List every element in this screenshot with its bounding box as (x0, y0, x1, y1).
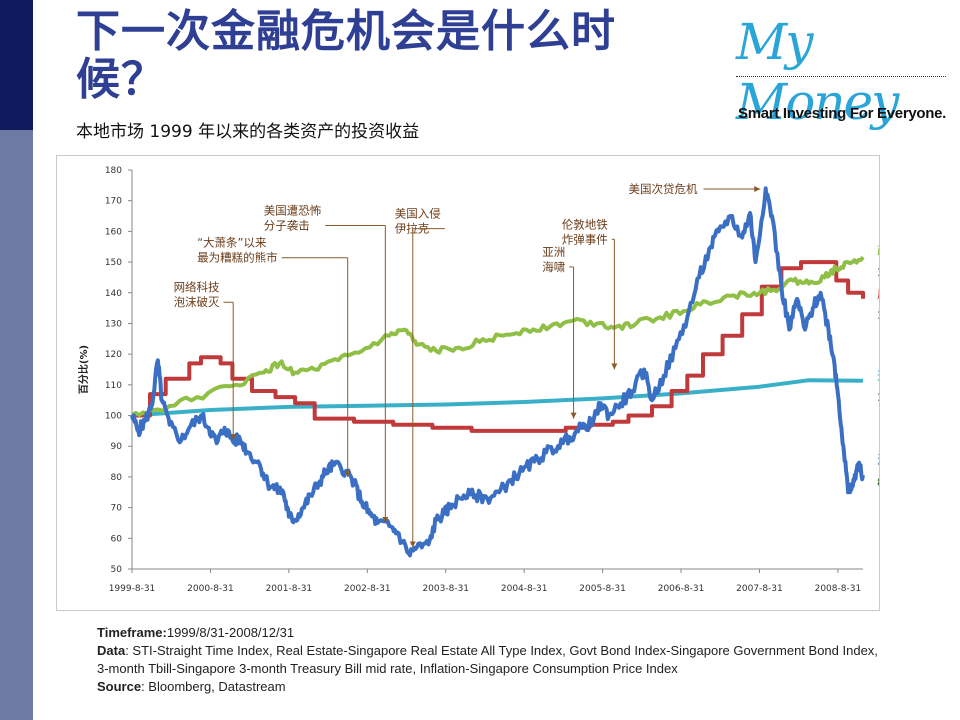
x-tick-label: 1999-8-31 (109, 584, 156, 594)
annotation-text: 泡沫破灭 (174, 295, 220, 309)
annotation-arrowhead (230, 434, 237, 441)
y-tick-label: 90 (111, 442, 123, 452)
source-value: : Bloomberg, Datastream (141, 679, 286, 694)
annotation-text: 伦敦地铁 (562, 217, 608, 231)
annotation-arrowhead (611, 363, 618, 370)
logo-tagline: Smart Investing For Everyone. (738, 105, 947, 122)
series-name-label: 通货膨胀 (877, 368, 879, 383)
timeframe-note: Timeframe:1999/8/31-2008/12/31 (97, 624, 887, 642)
y-tick-label: 130 (105, 319, 122, 329)
y-tick-label: 100 (105, 412, 122, 422)
y-tick-label: 70 (111, 504, 123, 514)
x-tick-label: 2005-8-31 (579, 584, 626, 594)
annotation-text: 网络科技 (174, 280, 220, 294)
timeframe-label: Timeframe: (97, 625, 167, 640)
source-label: Source (97, 679, 142, 694)
page-title: 下一次金融危机会是什么时候？ (76, 6, 616, 105)
x-tick-label: 2006-8-31 (658, 584, 705, 594)
annotation-text: 美国遭恐怖 (264, 204, 322, 218)
x-tick-label: 2004-8-31 (501, 584, 548, 594)
x-tick-label: 2002-8-31 (344, 584, 391, 594)
y-tick-label: 180 (105, 166, 122, 176)
series-value-label: 151.58 (877, 266, 879, 279)
series-name-label: 政府债券 (877, 243, 879, 258)
annotation-text: 海啸 (542, 260, 565, 274)
series-value-label: 138.08 (877, 309, 879, 322)
x-tick-label: 2008-8-31 (815, 584, 862, 594)
series-value-label: 111.36 (877, 391, 879, 404)
returns-line-chart: 50 60 70 80 90 100 110 120 130 140 150 160 170 180 199… (77, 166, 925, 594)
x-tick-label: 2003-8-31 (422, 584, 469, 594)
series-name-label: 房地产 (877, 286, 879, 301)
y-tick-label: 120 (105, 350, 122, 360)
data-value: : STI-Straight Time Index, Real Estate-S… (97, 643, 878, 676)
sidebar-light-block (0, 130, 33, 720)
x-tick-label: 2007-8-31 (736, 584, 783, 594)
data-label: Data (97, 643, 126, 658)
my-money-logo: My Money Smart Investing For Everyone. (728, 10, 953, 131)
annotation-text: “大萧条”以来 (197, 236, 267, 250)
x-tick-label: 2000-8-31 (187, 584, 234, 594)
sidebar-dark-block (0, 0, 33, 130)
annotation-text: 最为糟糕的熊市 (197, 251, 278, 265)
chart-panel: 50 60 70 80 90 100 110 120 130 140 150 160 170 180 199… (56, 155, 925, 611)
x-tick-label: 2001-8-31 (266, 584, 313, 594)
annotation-text: 美国入侵 (395, 207, 441, 221)
annotation-text: 炸弹事件 (562, 232, 608, 246)
series-line-海峡指数 (130, 186, 865, 558)
annotation-arrowhead (382, 516, 389, 523)
footnotes: Timeframe:1999/8/31-2008/12/31 Data: STI… (97, 624, 887, 696)
y-tick-label: 160 (105, 227, 122, 237)
annotation-arrowhead (409, 541, 416, 548)
series-name-label: 海峡指数 (877, 452, 879, 467)
page-subtitle: 本地市场 1999 年以来的各类资产的投资收益 (76, 122, 420, 142)
y-tick-label: 150 (105, 258, 122, 268)
y-tick-label: 170 (105, 197, 122, 207)
annotation-text: 亚洲 (542, 245, 565, 259)
annotation-arrowhead (570, 412, 577, 419)
data-note: Data: STI-Straight Time Index, Real Esta… (97, 642, 887, 678)
y-tick-label: 50 (111, 565, 123, 575)
annotation-text: 分子袭击 (264, 219, 310, 233)
y-tick-label: 60 (111, 534, 123, 544)
source-note: Source: Bloomberg, Datastream (97, 678, 887, 696)
y-tick-label: 80 (111, 473, 123, 483)
y-tick-label: 110 (105, 381, 122, 391)
logo-divider (736, 76, 946, 77)
annotation-arrowhead (754, 186, 761, 193)
y-axis-title: 百分比(%) (77, 345, 90, 394)
series-line-通货膨胀 (131, 378, 864, 418)
series-value-label: 80.60 (877, 476, 879, 489)
logo-wordmark: My Money (736, 13, 899, 131)
annotation-text: 伊拉克 (395, 222, 430, 236)
annotation-arrowhead (344, 470, 351, 477)
series-line-房地产 (132, 260, 865, 433)
y-tick-label: 140 (105, 289, 122, 299)
series-line-政府债券 (130, 255, 865, 418)
timeframe-value: 1999/8/31-2008/12/31 (166, 625, 295, 640)
annotation-text: 美国次贷危机 (628, 182, 697, 196)
